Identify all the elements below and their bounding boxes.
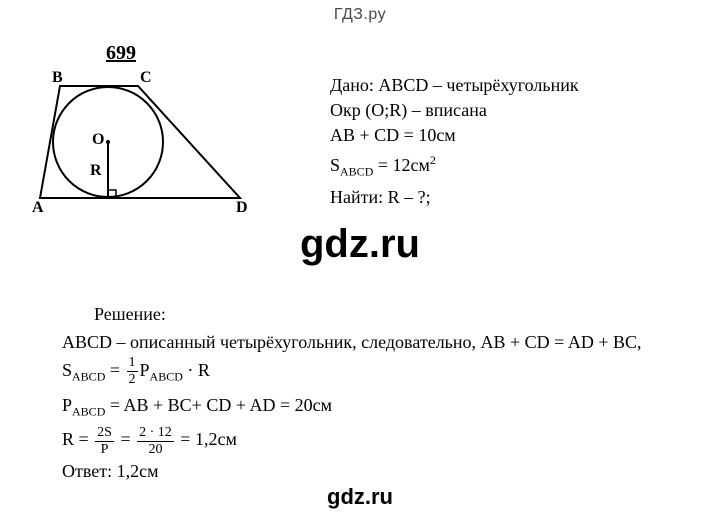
solution-answer: Ответ: 1,2см (62, 457, 682, 485)
given-line-3: AB + CD = 10см (330, 123, 690, 148)
solution-title: Решение: (62, 300, 682, 328)
geometry-diagram: A B C D O R (30, 70, 260, 215)
radius-r-label: R (90, 162, 102, 179)
given-line-1: Дано: ABCD – четырёхугольник (330, 73, 690, 98)
page: ГДЗ.ру 699 A B C D O R Дано: ABCD – четы… (0, 0, 720, 513)
watermark-bottom: gdz.ru (0, 484, 720, 510)
given-line-4: SABCD = 12см2 (330, 148, 690, 185)
vertex-a-label: A (32, 199, 44, 215)
watermark-top: gdz.ru (0, 222, 720, 267)
solution-line-2: SABCD = 12PABCD · R (62, 356, 682, 391)
given-line-5: Найти: R – ?; (330, 185, 690, 210)
vertex-c-label: C (140, 70, 152, 86)
given-line-2: Окр (O;R) – вписана (330, 98, 690, 123)
center-o-label: O (92, 131, 104, 148)
solution-line-1: ABCD – описанный четырёхугольник, следов… (62, 328, 682, 356)
solution-block: Решение: ABCD – описанный четырёхугольни… (62, 300, 682, 485)
header-site: ГДЗ.ру (0, 6, 720, 24)
vertex-b-label: B (52, 70, 63, 86)
solution-line-4: R = 2SP = 2 · 1220 = 1,2см (62, 425, 682, 456)
vertex-d-label: D (236, 199, 248, 215)
given-block: Дано: ABCD – четырёхугольник Окр (O;R) –… (330, 73, 690, 210)
problem-number: 699 (106, 42, 136, 65)
solution-line-3: PABCD = AB + BC+ CD + AD = 20см (62, 391, 682, 426)
